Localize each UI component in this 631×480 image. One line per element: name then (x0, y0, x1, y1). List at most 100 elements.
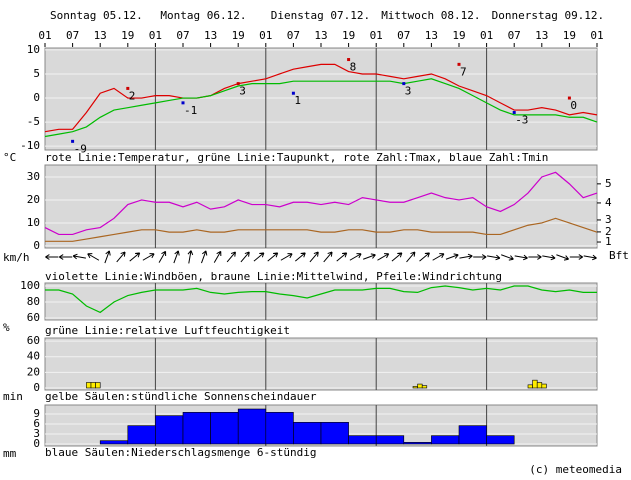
bar (86, 382, 92, 389)
wind-arrow (240, 251, 250, 263)
tmax-label: 0 (570, 99, 577, 112)
hour-label: 19 (563, 29, 576, 42)
series-line (45, 285, 597, 314)
hour-label: 13 (204, 29, 217, 42)
wind-arrow (391, 252, 403, 262)
hour-label: 01 (149, 29, 162, 42)
hour-label: 07 (176, 29, 189, 42)
caption: grüne Linie:relative Luftfeuchtigkeit (45, 324, 290, 337)
wind-arrow (556, 254, 569, 261)
tmax-label: 3 (239, 85, 246, 98)
wind-arrow (201, 250, 208, 264)
hour-label: 19 (121, 29, 134, 42)
bar (403, 442, 432, 445)
wind-arrow (473, 254, 487, 260)
hour-label: 07 (397, 29, 410, 42)
hour-label: 07 (508, 29, 521, 42)
hour-label: 13 (94, 29, 107, 42)
caption: blaue Säulen:Niederschlagsmenge 6-stündi… (45, 446, 317, 459)
tmin-marker (71, 139, 75, 143)
unit-label: min (3, 390, 23, 403)
y2-tick-label: 2 (605, 225, 612, 238)
y-tick-label: 9 (33, 407, 40, 420)
panel (44, 337, 598, 391)
unit-label: mm (3, 447, 17, 460)
bar (375, 435, 405, 445)
wind-arrow (142, 253, 155, 261)
wind-arrow (528, 254, 542, 260)
bar (320, 422, 349, 445)
y-tick-label: 100 (20, 279, 40, 292)
tmin-label: 3 (405, 85, 412, 98)
hour-label: 01 (38, 29, 51, 42)
tmin-marker (181, 101, 185, 105)
tmin-label: -9 (74, 142, 87, 155)
bar (486, 435, 515, 445)
unit-label: km/h (3, 251, 30, 264)
y-tick-label: 10 (27, 216, 40, 229)
y-tick-label: 10 (27, 43, 40, 56)
day-label: Mittwoch 08.12. (381, 9, 480, 22)
hour-label: 13 (425, 29, 438, 42)
hour-label: 13 (314, 29, 327, 42)
bar (237, 408, 267, 445)
tmin-label: -3 (515, 113, 528, 126)
y-tick-label: 30 (27, 170, 40, 183)
bar (541, 383, 547, 389)
bar (127, 425, 156, 445)
wind-arrow (280, 253, 293, 261)
bar (412, 386, 418, 389)
bar (417, 383, 423, 389)
tmax-marker (567, 96, 571, 100)
wind-arrow (542, 254, 556, 261)
day-label: Dienstag 07.12. (271, 9, 370, 22)
bar (527, 384, 533, 389)
bar (155, 415, 184, 445)
y-tick-label: -5 (27, 115, 40, 128)
y2-tick-label: 1 (605, 235, 612, 248)
panel (44, 164, 598, 249)
y-tick-label: 20 (27, 193, 40, 206)
bar (431, 435, 460, 445)
wind-arrow (226, 251, 236, 263)
bar (210, 412, 239, 445)
y-tick-label: 60 (27, 334, 40, 347)
y2-unit-label: Bft (609, 249, 629, 262)
bar (293, 422, 322, 445)
series-line (44, 78, 598, 138)
hour-label: 07 (287, 29, 300, 42)
wind-arrow (363, 253, 376, 260)
wind-arrow (58, 254, 73, 260)
tmin-label: 1 (294, 94, 301, 107)
day-label: Sonntag 05.12. (50, 9, 143, 22)
y-tick-label: 60 (27, 311, 40, 324)
wind-arrow (309, 251, 319, 263)
wind-arrow (187, 250, 194, 264)
y-tick-label: 40 (27, 350, 40, 363)
bar (182, 412, 211, 445)
wind-arrow (487, 254, 501, 261)
hour-label: 19 (342, 29, 355, 42)
wind-arrow (267, 252, 279, 262)
bar (536, 382, 543, 389)
caption: gelbe Säulen:stündliche Sonnenscheindaue… (45, 390, 317, 403)
y2-tick-label: 5 (605, 177, 612, 190)
credit: (c) meteomedia (529, 463, 622, 476)
wind-arrow (173, 250, 180, 264)
wind-arrow (323, 251, 333, 263)
y-tick-label: 80 (27, 295, 40, 308)
y-tick-label: 0 (33, 239, 40, 252)
wind-arrow (432, 253, 445, 261)
caption: violette Linie:Windböen, braune Linie:Mi… (45, 270, 502, 283)
hour-label: 07 (66, 29, 79, 42)
tmax-marker (347, 58, 351, 62)
y-tick-label: 5 (33, 67, 40, 80)
panel (44, 47, 598, 151)
hour-label: 01 (259, 29, 272, 42)
wind-arrow (104, 250, 111, 264)
wind-arrow (583, 254, 597, 261)
bar (532, 379, 538, 389)
tmax-label: 2 (129, 89, 136, 102)
wind-arrow (406, 251, 416, 263)
